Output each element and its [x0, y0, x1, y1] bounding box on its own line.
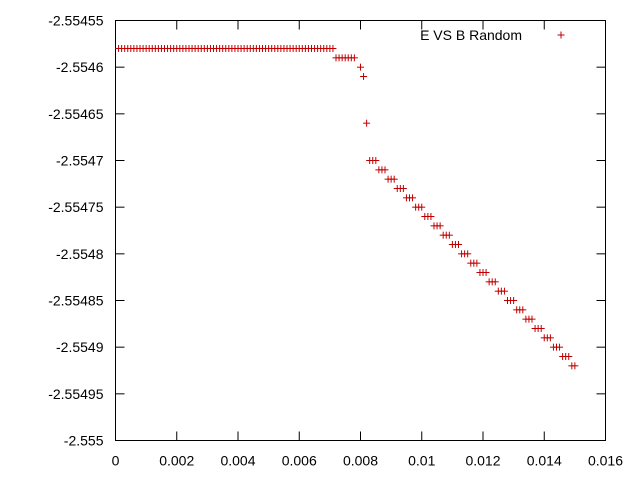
- data-point: [390, 175, 398, 183]
- data-point: [528, 315, 536, 323]
- data-point: [571, 362, 579, 370]
- y-tick-label: -2.5549: [56, 339, 104, 355]
- y-tick-label: -2.55465: [48, 106, 103, 122]
- x-tick-label: 0.014: [527, 453, 562, 469]
- x-axis-ticks: 0 0.002 0.004 0.006 0.008 0.01 0.012 0.014 0.016: [112, 20, 623, 469]
- legend: E VS B Random: [420, 27, 565, 43]
- data-point: [445, 231, 453, 239]
- data-point: [436, 222, 444, 230]
- x-tick-label: 0.012: [465, 453, 500, 469]
- data-point: [510, 297, 518, 304]
- data-point: [427, 213, 435, 220]
- data-points: [115, 45, 579, 370]
- data-point: [519, 306, 527, 314]
- legend-label: E VS B Random: [420, 27, 522, 43]
- data-point: [329, 45, 337, 52]
- x-tick-label: 0.002: [159, 453, 194, 469]
- data-point: [491, 278, 499, 286]
- data-point: [360, 73, 368, 80]
- data-point: [473, 259, 481, 267]
- x-tick-label: 0.004: [220, 453, 255, 469]
- x-tick-label: 0.008: [343, 453, 378, 469]
- data-point: [500, 287, 508, 295]
- data-point: [482, 269, 490, 276]
- data-point: [556, 343, 564, 351]
- x-tick-label: 0: [112, 453, 120, 469]
- y-axis-ticks: -2.55455 -2.5546 -2.55465 -2.5547 -2.55475 -2…: [48, 13, 606, 449]
- y-tick-label: -2.5547: [56, 153, 104, 169]
- data-point: [381, 166, 389, 174]
- data-point: [455, 241, 462, 248]
- x-tick-label: 0.01: [408, 453, 435, 469]
- data-point: [399, 185, 407, 192]
- x-tick-label: 0.006: [282, 453, 317, 469]
- data-point: [357, 63, 364, 71]
- data-point: [350, 54, 358, 62]
- y-tick-label: -2.55475: [48, 199, 103, 215]
- data-point: [546, 334, 554, 342]
- plot-frame: [115, 20, 606, 441]
- data-point: [409, 194, 417, 202]
- data-point: [464, 250, 472, 258]
- legend-marker-symbol: [557, 31, 565, 39]
- data-point: [372, 157, 380, 164]
- data-point: [418, 203, 426, 211]
- y-tick-label: -2.55485: [48, 293, 103, 309]
- data-point: [565, 353, 573, 360]
- x-tick-label: 0.016: [588, 453, 623, 469]
- y-tick-label: -2.55495: [48, 386, 103, 402]
- legend-marker: [557, 31, 565, 39]
- y-tick-label: -2.5546: [56, 59, 104, 75]
- y-tick-label: -2.55455: [48, 13, 103, 29]
- y-tick-label: -2.555: [64, 433, 104, 449]
- data-point: [537, 325, 545, 332]
- data-point: [363, 119, 371, 127]
- y-tick-label: -2.5548: [56, 246, 104, 262]
